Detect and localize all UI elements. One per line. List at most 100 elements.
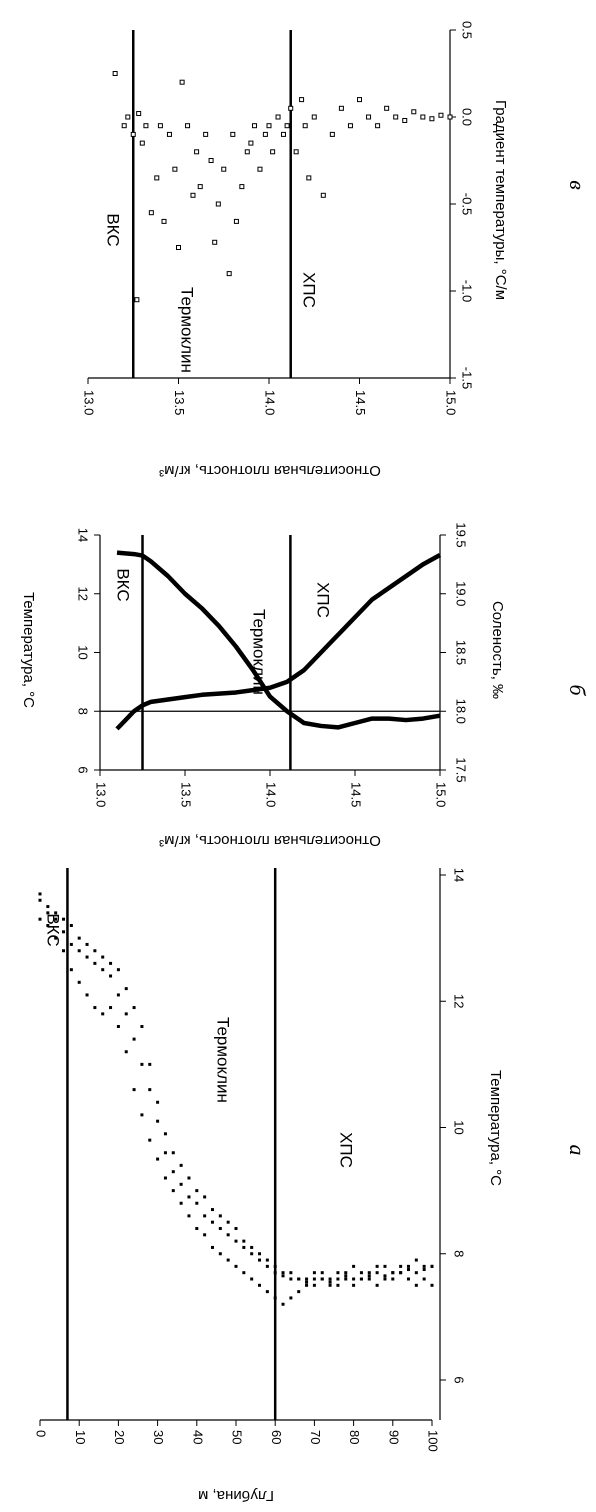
x-tick-label: 14.0 — [264, 782, 279, 807]
x-tick-label: 90 — [386, 1430, 401, 1444]
data-point — [124, 987, 128, 991]
data-point — [46, 911, 50, 915]
data-point — [163, 1132, 167, 1136]
data-point — [148, 1138, 152, 1142]
data-point — [329, 131, 335, 137]
x-tick-label: 13.0 — [94, 782, 109, 807]
data-point — [109, 961, 113, 965]
data-point — [163, 1176, 167, 1180]
x-tick-label: 15.0 — [444, 390, 459, 415]
y-axis-title: Температура, °С — [487, 1070, 504, 1186]
data-point — [297, 1277, 301, 1281]
data-point — [93, 949, 97, 953]
data-point — [242, 1245, 246, 1249]
x-tick-label: 13.0 — [82, 390, 97, 415]
data-point — [179, 1201, 183, 1205]
data-point — [212, 239, 218, 245]
data-point — [38, 898, 42, 902]
data-point — [281, 1302, 285, 1306]
data-point — [250, 1252, 254, 1256]
data-point — [124, 1050, 128, 1054]
data-point — [77, 949, 81, 953]
y-tick-label: 12 — [76, 587, 91, 601]
data-point — [265, 1258, 269, 1262]
data-point — [156, 1100, 160, 1104]
data-point — [93, 961, 97, 965]
data-point — [77, 936, 81, 940]
data-point — [288, 105, 294, 111]
data-point — [422, 1268, 426, 1272]
x-tick-label: 20 — [112, 1430, 127, 1444]
y2-tick-label: 18.0 — [454, 699, 469, 724]
x-tick-label: 0 — [34, 1430, 49, 1437]
data-point — [430, 1264, 434, 1268]
data-point — [391, 1271, 395, 1275]
data-point — [148, 210, 154, 216]
data-point — [132, 1088, 136, 1092]
data-point — [406, 1268, 410, 1272]
data-point — [38, 917, 42, 921]
data-point — [414, 1271, 418, 1275]
data-point — [161, 218, 167, 224]
data-point — [148, 1088, 152, 1092]
data-point — [280, 131, 286, 137]
data-point — [124, 1012, 128, 1016]
data-line — [115, 553, 442, 731]
data-point — [218, 1227, 222, 1230]
x-axis-title: Относительная плотность, кг/м³ — [159, 462, 381, 479]
y-tick-label: 6 — [452, 1376, 467, 1383]
data-point — [344, 1274, 348, 1278]
data-point — [399, 1264, 403, 1268]
data-point — [218, 1214, 222, 1218]
data-point — [299, 97, 305, 103]
x-tick-label: 14.0 — [263, 390, 278, 415]
y2-tick-label: 17.5 — [454, 757, 469, 782]
data-point — [140, 1062, 144, 1066]
data-point — [406, 1264, 410, 1268]
data-point — [234, 1264, 238, 1268]
data-point — [248, 140, 254, 146]
y-tick-label: 10 — [452, 1120, 467, 1134]
data-point — [215, 201, 221, 207]
y2-tick-label: 18.5 — [454, 640, 469, 665]
data-point — [46, 924, 50, 927]
data-point — [130, 131, 136, 137]
data-point — [375, 123, 381, 129]
data-point — [85, 955, 89, 959]
x-axis-title: Глубина, м — [198, 1487, 274, 1504]
data-point — [54, 911, 58, 915]
data-point — [69, 942, 73, 946]
data-point — [187, 1214, 191, 1218]
x-tick-label: 15.0 — [434, 782, 449, 807]
data-point — [244, 149, 250, 155]
data-point — [352, 1277, 356, 1281]
data-point — [187, 1195, 191, 1199]
data-point — [156, 1119, 160, 1123]
data-point — [242, 1271, 246, 1275]
data-point — [176, 245, 181, 250]
data-point — [344, 1277, 348, 1281]
data-point — [289, 1296, 293, 1300]
data-point — [383, 1274, 387, 1278]
data-point — [134, 297, 140, 303]
data-point — [101, 968, 105, 972]
data-point — [375, 1283, 379, 1287]
data-point — [312, 1271, 316, 1275]
data-point — [239, 184, 245, 190]
data-point — [393, 114, 399, 120]
data-point — [293, 149, 299, 155]
data-point — [230, 131, 236, 137]
data-point — [414, 1258, 418, 1262]
x-tick-label: 30 — [151, 1430, 166, 1444]
data-point — [172, 166, 178, 172]
data-point — [54, 936, 58, 940]
data-point — [336, 1271, 340, 1275]
data-point — [311, 114, 317, 120]
panel-label: б — [565, 684, 590, 696]
data-point — [208, 158, 214, 163]
data-point — [69, 924, 73, 927]
data-point — [366, 114, 372, 120]
data-point — [258, 1283, 262, 1287]
data-point — [357, 97, 362, 103]
